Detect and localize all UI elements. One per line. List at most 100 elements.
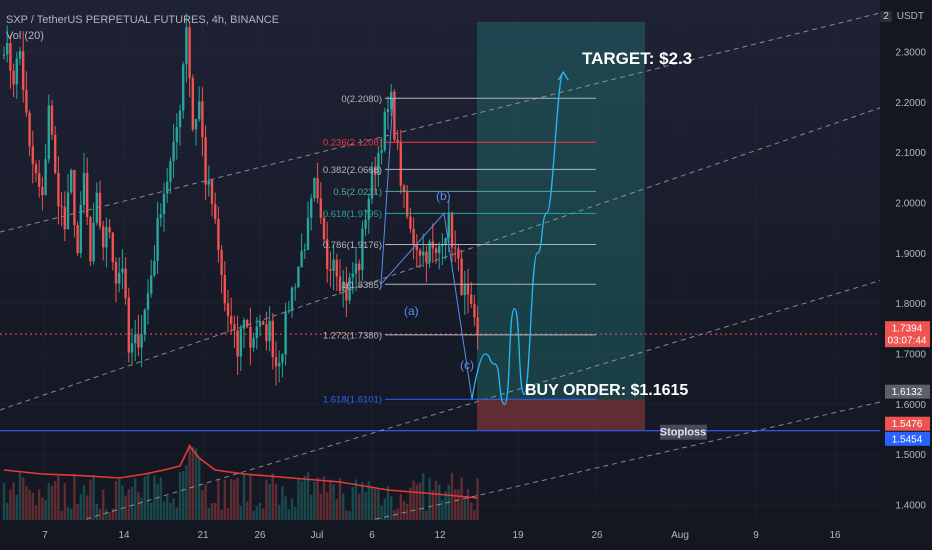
wave-a-label[interactable]: (a) (404, 304, 419, 318)
volume-bar (457, 489, 460, 520)
buy-order-label[interactable]: BUY ORDER: $1.1615 (525, 382, 688, 399)
volume-bar (348, 511, 351, 520)
fibonacci-levels[interactable]: 0(2.2080) 0.236(2.1208) 0.382(2.0668) 0.5(2… (323, 94, 596, 406)
volume-bar (111, 508, 114, 520)
volume-bar (9, 489, 12, 520)
projection-curve[interactable] (471, 71, 564, 405)
candle-body (134, 334, 137, 344)
candle-body (335, 259, 338, 277)
volume-bar (34, 505, 38, 520)
volume-bar (162, 501, 166, 520)
time-tick-label: 7 (42, 530, 48, 541)
candle-body (127, 297, 130, 353)
candle-body (412, 228, 415, 245)
price-tag[interactable] (885, 431, 930, 446)
wave-c-label[interactable]: (c) (460, 358, 474, 372)
volume-bar (28, 489, 31, 520)
volume-bar (150, 502, 153, 520)
volume-bar (140, 497, 143, 520)
time-tick-label: 16 (829, 530, 841, 541)
candle-body (300, 250, 303, 267)
volume-bar (342, 493, 345, 520)
candle-body (358, 263, 361, 270)
candle-body (454, 247, 457, 249)
candle-body (230, 316, 233, 325)
time-tick-label: 26 (591, 530, 603, 541)
volume-bar (143, 476, 146, 520)
channel-line[interactable] (0, 0, 932, 233)
volume-bar (466, 489, 470, 520)
projection-arrow (557, 70, 569, 81)
candle-body (140, 334, 143, 348)
projection-path[interactable] (380, 70, 569, 405)
volume-bar (153, 475, 156, 520)
volume-bar (463, 499, 466, 520)
candle-body (329, 269, 332, 271)
channel-line[interactable] (0, 89, 932, 411)
candle-body (223, 275, 226, 304)
candle-body (294, 287, 297, 289)
candle-body (284, 311, 287, 355)
price-tick-label: 2.2000 (895, 98, 926, 109)
volume-bar (239, 505, 242, 520)
price-tick-label: 1.5000 (895, 450, 926, 461)
currency-label[interactable]: 2 USDT (880, 11, 924, 22)
volume-bar (63, 483, 66, 520)
volume-bar (108, 511, 111, 520)
candle-body (332, 259, 335, 271)
volume-bar (364, 492, 367, 520)
volume-bar (473, 510, 476, 520)
price-tag[interactable] (885, 321, 930, 348)
candle-body (166, 181, 169, 194)
volume-bar (86, 495, 89, 520)
volume-bar (223, 480, 226, 520)
price-tag[interactable] (885, 384, 930, 399)
volume-bar (102, 489, 105, 520)
candle-body (383, 112, 386, 151)
target-label[interactable]: TARGET: $2.3 (582, 49, 692, 68)
volume-bar (95, 503, 98, 520)
candle-body (473, 303, 476, 318)
volume-bar (290, 498, 294, 520)
volume-bar (415, 484, 418, 520)
price-tag[interactable] (885, 416, 930, 431)
volume-bar (326, 492, 329, 520)
volume-bar (262, 508, 265, 520)
candle-body (118, 272, 121, 284)
annotations[interactable]: TARGET: $2.3 BUY ORDER: $1.1615 Stoploss (a… (404, 49, 707, 440)
time-axis[interactable]: 7 14 21 26 Jul 6 12 19 26 Aug 9 16 (0, 520, 932, 550)
volume-bar (322, 476, 326, 520)
channel-line[interactable] (0, 264, 932, 546)
volume-bar (316, 477, 319, 520)
candle-body (236, 330, 239, 357)
volume-indicator-label[interactable]: Vol (20) (6, 30, 44, 42)
volume-bar (137, 492, 140, 520)
volume-bar (345, 510, 348, 520)
wave-b-label[interactable]: (b) (436, 189, 451, 203)
candle-body (153, 261, 156, 276)
volume-bar (300, 481, 303, 520)
stoploss-box[interactable] (660, 424, 707, 440)
volume-bar (406, 503, 409, 520)
volume-bar (252, 510, 255, 520)
candle-body (271, 320, 274, 358)
candle-body (60, 205, 63, 207)
candle-body (470, 294, 473, 304)
price-axis[interactable]: 2.3000 2.2000 2.1000 2.0000 1.9000 1.8000 1.70… (880, 0, 932, 550)
volume-bar (412, 480, 415, 520)
profit-zone[interactable] (477, 22, 645, 400)
volume-bar (31, 492, 34, 520)
volume-ma-line (3, 444, 478, 499)
candle-body (438, 245, 441, 253)
loss-zone[interactable] (477, 399, 645, 431)
volume-bar (12, 482, 15, 520)
stoploss-label[interactable]: Stoploss (660, 427, 706, 439)
fib-level-label: 0.236(2.1208) (323, 138, 382, 149)
candle-body (399, 142, 402, 186)
volume-bar (233, 480, 236, 520)
candle-body (28, 112, 31, 147)
wave-path[interactable] (380, 98, 473, 400)
